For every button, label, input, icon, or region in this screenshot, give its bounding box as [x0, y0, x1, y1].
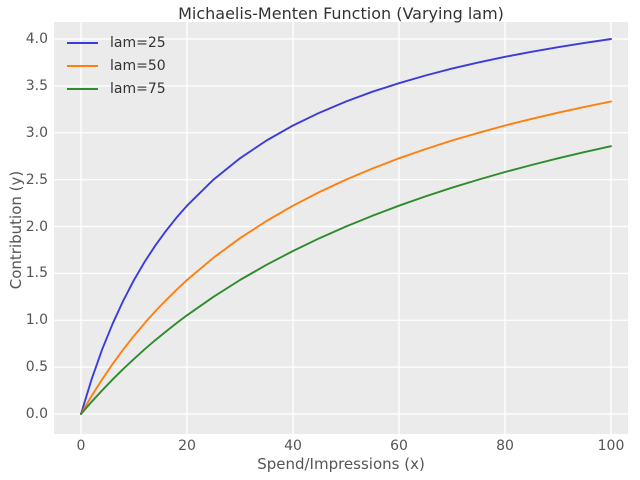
chart-title: Michaelis-Menten Function (Varying lam) — [178, 4, 504, 23]
legend-line-swatch — [67, 88, 98, 90]
y-tick-label: 2.5 — [25, 171, 48, 188]
legend-item-label: lam=25 — [110, 35, 166, 51]
legend-item: lam=50 — [0, 55, 200, 77]
y-tick-label: 3.0 — [25, 124, 48, 141]
y-tick-label: 1.5 — [25, 265, 48, 282]
x-tick-label: 100 — [597, 438, 625, 454]
legend-line-swatch — [67, 42, 98, 44]
legend-item-label: lam=75 — [110, 81, 166, 97]
legend-item: lam=25 — [0, 32, 200, 54]
y-tick-label: 2.0 — [25, 218, 48, 235]
legend-item: lam=75 — [0, 78, 200, 100]
x-axis-label: Spend/Impressions (x) — [257, 455, 425, 473]
x-tick-label: 60 — [390, 438, 408, 454]
y-tick-label: 1.0 — [25, 312, 48, 329]
x-tick-label: 20 — [178, 438, 196, 454]
x-tick-label: 80 — [496, 438, 514, 454]
y-tick-label: 3.5 — [25, 77, 48, 94]
y-tick-label: 0.0 — [25, 406, 48, 422]
series-line-lam-75 — [80, 145, 612, 415]
series-line-lam-25 — [80, 38, 612, 415]
y-tick-label: 4.0 — [25, 31, 48, 47]
legend-item-label: lam=50 — [110, 58, 166, 74]
x-tick-label: 40 — [284, 438, 302, 454]
x-tick-label: 0 — [76, 438, 86, 454]
legend-line-swatch — [67, 65, 98, 67]
series-line-lam-50 — [80, 100, 612, 415]
y-tick-label: 0.5 — [25, 359, 48, 376]
